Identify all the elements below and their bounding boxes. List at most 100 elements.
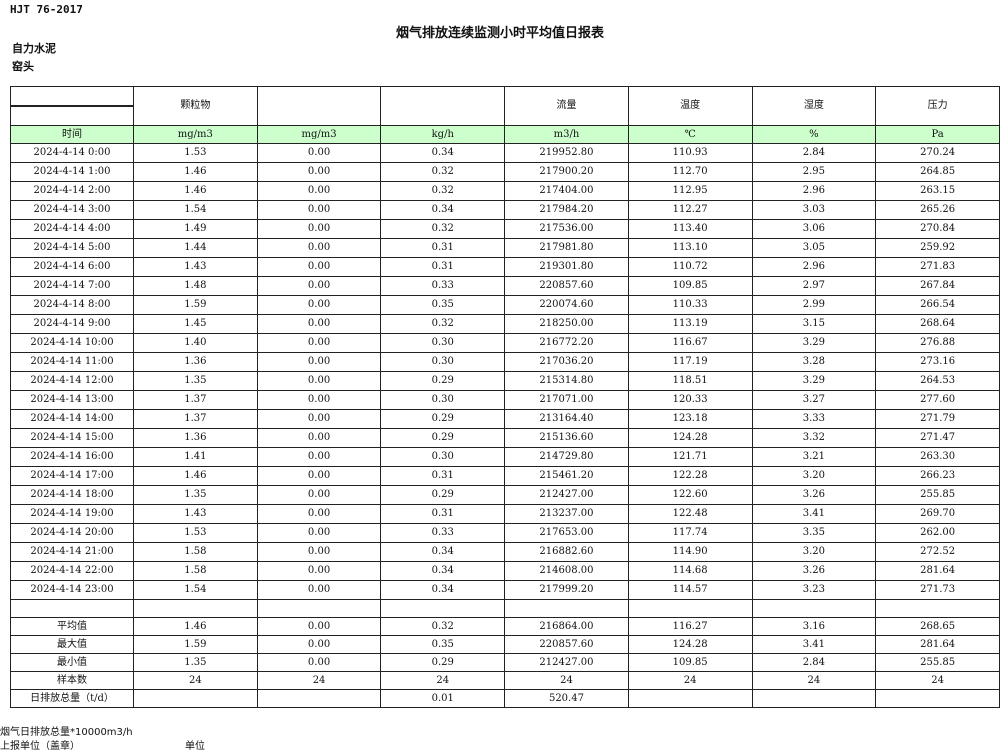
value-cell: 3.03	[751, 200, 877, 220]
value-cell: 0.32	[380, 617, 506, 636]
value-cell: 1.43	[133, 504, 258, 524]
value-cell: 3.26	[751, 485, 877, 505]
value-cell: 264.85	[875, 162, 1000, 182]
value-cell: 218250.00	[504, 314, 629, 334]
value-cell: 0.00	[256, 219, 382, 239]
value-cell: 0.00	[256, 580, 382, 600]
value-cell: 276.88	[875, 333, 1000, 353]
summary-row: 最小值 1.35 0.00 0.29 212427.00 109.85 2.84 255.85	[10, 653, 1000, 672]
value-cell: 217404.00	[504, 181, 629, 201]
row-label: 最大值	[10, 635, 134, 654]
value-cell: 0.32	[380, 181, 506, 201]
row-label: 样本数	[10, 671, 134, 690]
value-cell: 0.35	[380, 295, 506, 315]
table-row: 2024-4-14 10:00 1.40 0.00 0.30 216772.20 116.…	[10, 333, 1000, 353]
summary-row: 样本数 24 24 24 24 24 24 24	[10, 671, 1000, 690]
empty-cell	[10, 599, 134, 618]
row-label: 2024-4-14 5:00	[10, 238, 134, 258]
value-cell: 1.59	[133, 635, 258, 654]
value-cell: 216772.20	[504, 333, 629, 353]
value-cell: 217981.80	[504, 238, 629, 258]
value-cell	[133, 689, 258, 708]
value-cell: 1.36	[133, 428, 258, 448]
value-cell	[627, 689, 753, 708]
parameter-header: 颗粒物	[133, 86, 258, 126]
value-cell: 0.00	[256, 181, 382, 201]
value-cell: 24	[875, 671, 1000, 690]
value-cell: 1.35	[133, 485, 258, 505]
value-cell: 1.35	[133, 653, 258, 672]
table-row: 2024-4-14 9:00 1.45 0.00 0.32 218250.00 113.1…	[10, 314, 1000, 334]
value-cell: 216882.60	[504, 542, 629, 562]
value-cell: 3.29	[751, 371, 877, 391]
value-cell: 0.00	[256, 561, 382, 581]
value-cell: 0.34	[380, 561, 506, 581]
table-row: 2024-4-14 8:00 1.59 0.00 0.35 220074.60 110.3…	[10, 295, 1000, 315]
row-label: 2024-4-14 16:00	[10, 447, 134, 467]
empty-cell	[504, 599, 629, 618]
value-cell: 215461.20	[504, 466, 629, 486]
value-cell: 0.00	[256, 333, 382, 353]
value-cell: 267.84	[875, 276, 1000, 296]
value-cell: 0.00	[256, 485, 382, 505]
value-cell: 2.95	[751, 162, 877, 182]
value-cell: 217999.20	[504, 580, 629, 600]
row-label: 2024-4-14 6:00	[10, 257, 134, 277]
value-cell: 0.00	[256, 143, 382, 163]
value-cell: 219952.80	[504, 143, 629, 163]
value-cell: 123.18	[627, 409, 753, 429]
value-cell: 1.46	[133, 617, 258, 636]
value-cell: 1.35	[133, 371, 258, 391]
unit-header: m3/h	[504, 125, 629, 144]
value-cell: 3.35	[751, 523, 877, 543]
parameter-header-row: 颗粒物 流量 温度 湿度 压力	[10, 86, 1000, 126]
table-row: 2024-4-14 12:00 1.35 0.00 0.29 215314.80 118.…	[10, 371, 1000, 391]
report-title: 烟气排放连续监测小时平均值日报表	[395, 26, 604, 41]
value-cell: 0.00	[256, 617, 382, 636]
value-cell: 212427.00	[504, 485, 629, 505]
value-cell: 263.30	[875, 447, 1000, 467]
value-cell: 1.58	[133, 542, 258, 562]
value-cell: 270.84	[875, 219, 1000, 239]
value-cell: 271.83	[875, 257, 1000, 277]
value-cell	[751, 689, 877, 708]
value-cell: 0.32	[380, 162, 506, 182]
value-cell: 277.60	[875, 390, 1000, 410]
value-cell	[256, 689, 382, 708]
value-cell: 265.26	[875, 200, 1000, 220]
value-cell: 0.00	[256, 542, 382, 562]
table-row: 2024-4-14 18:00 1.35 0.00 0.29 212427.00 122.…	[10, 485, 1000, 505]
value-cell: 122.60	[627, 485, 753, 505]
value-cell: 220857.60	[504, 276, 629, 296]
value-cell: 520.47	[504, 689, 629, 708]
value-cell: 271.79	[875, 409, 1000, 429]
value-cell: 213237.00	[504, 504, 629, 524]
value-cell: 0.34	[380, 542, 506, 562]
value-cell: 3.23	[751, 580, 877, 600]
value-cell: 215136.60	[504, 428, 629, 448]
value-cell: 112.70	[627, 162, 753, 182]
table-row: 2024-4-14 19:00 1.43 0.00 0.31 213237.00 122.…	[10, 504, 1000, 524]
unit-header: mg/m3	[256, 125, 382, 144]
value-cell: 109.85	[627, 276, 753, 296]
value-cell: 120.33	[627, 390, 753, 410]
table-row: 2024-4-14 14:00 1.37 0.00 0.29 213164.40 123.…	[10, 409, 1000, 429]
empty-cell	[751, 599, 877, 618]
value-cell: 1.49	[133, 219, 258, 239]
value-cell: 0.32	[380, 219, 506, 239]
value-cell: 3.16	[751, 617, 877, 636]
value-cell: 3.15	[751, 314, 877, 334]
value-cell: 0.00	[256, 276, 382, 296]
value-cell: 0.30	[380, 447, 506, 467]
row-label: 平均值	[10, 617, 134, 636]
value-cell: 114.90	[627, 542, 753, 562]
value-cell: 1.53	[133, 143, 258, 163]
value-cell: 0.29	[380, 409, 506, 429]
value-cell: 269.70	[875, 504, 1000, 524]
value-cell: 217536.00	[504, 219, 629, 239]
value-cell: 3.20	[751, 542, 877, 562]
value-cell: 266.54	[875, 295, 1000, 315]
value-cell: 281.64	[875, 561, 1000, 581]
value-cell: 1.41	[133, 447, 258, 467]
value-cell: 215314.80	[504, 371, 629, 391]
